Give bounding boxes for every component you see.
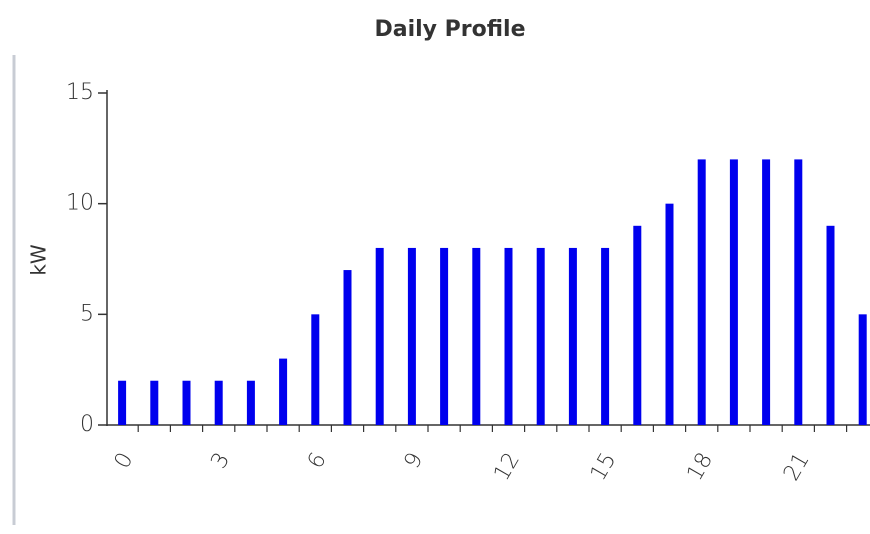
y-tick-label: 10 [66,191,94,216]
bar [472,247,481,425]
x-tick-label: 21 [779,449,815,486]
bar [311,314,320,425]
bar [568,247,577,425]
y-tick-label: 0 [80,412,94,437]
bar [697,159,706,425]
x-tick-label: 9 [400,449,429,474]
bar [150,380,159,425]
x-tick-label: 15 [586,449,622,486]
bar [343,270,352,425]
chart-title: Daily Profile [374,17,525,42]
bar [440,247,449,425]
bar [858,314,867,425]
y-tick-label: 5 [80,301,94,326]
bar [118,380,127,425]
y-axis-label: kW [27,244,51,276]
bar [279,358,288,425]
bar [214,380,223,425]
bar [794,159,803,425]
bar [375,247,384,425]
bar [665,203,674,425]
x-tick-label: 6 [303,449,332,474]
y-tick-label: 15 [66,80,94,105]
x-tick-label: 12 [489,449,525,486]
bar [536,247,545,425]
bar [601,247,610,425]
bar [826,225,835,425]
bar [504,247,513,425]
bar [407,247,416,425]
bar [182,380,191,425]
bar [762,159,771,425]
x-tick-label: 0 [110,449,139,474]
bar [246,380,255,425]
bar [729,159,738,425]
bar [633,225,642,425]
x-tick-label: 3 [206,449,235,474]
x-tick-label: 18 [682,449,718,486]
